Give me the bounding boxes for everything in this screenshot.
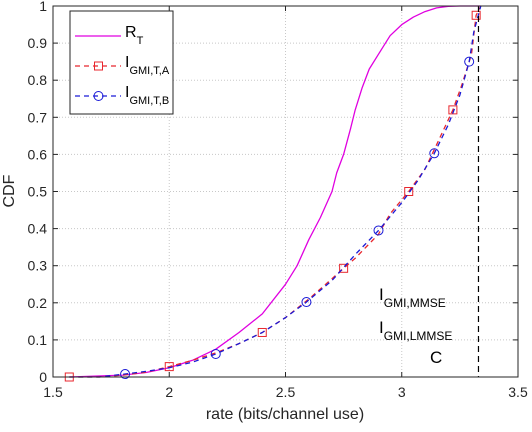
legend-label-igmi-t-a: IGMI,T,A xyxy=(125,54,170,77)
y-axis-label: CDF xyxy=(1,174,18,207)
y-tick-label: 0.3 xyxy=(28,258,48,274)
y-tick-label: 0 xyxy=(39,369,47,385)
circle-marker xyxy=(464,56,475,67)
legend-marker-circle xyxy=(93,91,104,101)
legend-label-rt: RT xyxy=(125,24,144,47)
y-tick-label: 0.1 xyxy=(28,332,48,348)
square-marker xyxy=(471,10,481,20)
x-axis-label: rate (bits/channel use) xyxy=(206,406,364,423)
series-line-0 xyxy=(69,5,481,378)
y-tick-label: 0.7 xyxy=(28,109,48,125)
x-tick-label: 3 xyxy=(398,384,406,400)
legend: RT IGMI,T,A IGMI,T,B xyxy=(69,10,174,115)
y-tick-label: 0.9 xyxy=(28,35,48,51)
annotation-igmi-lmmse-sub: GMI,LMMSE xyxy=(384,329,453,343)
square-marker xyxy=(404,187,414,196)
x-tick-label: 2.5 xyxy=(276,384,296,400)
y-tick-label: 0.5 xyxy=(28,184,48,200)
annotation-igmi-mmse-sub: GMI,MMSE xyxy=(384,296,446,310)
annotation-igmi-lmmse: IGMI,LMMSE xyxy=(379,318,452,343)
square-marker xyxy=(164,362,174,372)
legend-label-igmi-t-b: IGMI,T,B xyxy=(125,84,169,107)
legend-item-igmi-t-a: IGMI,T,A xyxy=(75,54,170,77)
y-tick-label: 0.8 xyxy=(28,72,48,88)
tick-layer: 1.5 2 2.5 3 3.5 0 0.1 0.2 0.3 0.4 0.5 0.6 0.7 0.8 0.9 1 xyxy=(28,0,528,400)
legend-box xyxy=(69,10,174,115)
grid-lines xyxy=(53,6,518,377)
x-tick-label: 3.5 xyxy=(508,384,528,400)
square-marker xyxy=(257,327,267,337)
legend-marker-square xyxy=(94,61,103,71)
legend-item-igmi-t-b: IGMI,T,B xyxy=(75,84,169,107)
legend-label-rt-sub: T xyxy=(137,35,144,47)
circle-marker xyxy=(429,148,440,159)
square-marker xyxy=(448,105,458,115)
annotation-igmi-lmmse-main: I xyxy=(379,318,384,337)
legend-label-igmi-t-a-sub: GMI,T,A xyxy=(129,65,169,77)
legend-item-rt: RT xyxy=(75,24,144,47)
y-tick-label: 0.6 xyxy=(28,146,48,162)
legend-label-igmi-t-a-main: I xyxy=(125,54,129,71)
y-tick-label: 0.2 xyxy=(28,295,48,311)
x-tick-label: 2 xyxy=(165,384,173,400)
legend-label-rt-main: R xyxy=(125,24,137,41)
y-tick-label: 1 xyxy=(39,0,47,14)
square-marker xyxy=(339,263,349,273)
circle-marker xyxy=(301,297,312,308)
annotation-capacity: C xyxy=(430,348,442,367)
series-line-2 xyxy=(69,5,482,378)
circle-marker xyxy=(120,369,131,380)
annotation-igmi-mmse-main: I xyxy=(379,285,384,304)
circle-marker xyxy=(373,225,384,236)
legend-label-igmi-t-b-sub: GMI,T,B xyxy=(129,95,169,107)
circle-marker xyxy=(210,348,221,359)
annotation-igmi-mmse: IGMI,MMSE xyxy=(379,285,446,310)
x-tick-label: 1.5 xyxy=(43,384,63,400)
y-tick-label: 0.4 xyxy=(28,221,48,237)
legend-label-igmi-t-b-main: I xyxy=(125,84,129,101)
